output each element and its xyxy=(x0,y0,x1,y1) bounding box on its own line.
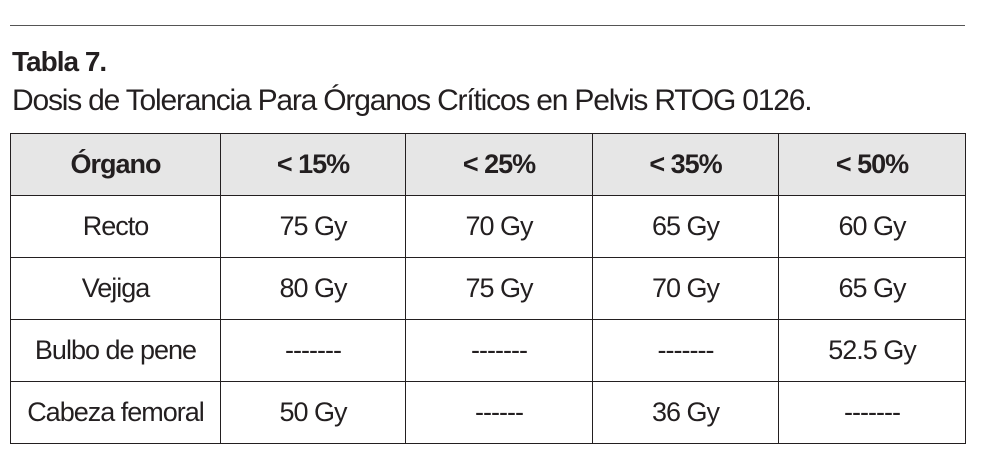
table-row: Vejiga 80 Gy 75 Gy 70 Gy 65 Gy xyxy=(10,257,966,320)
table-cell: 80 Gy xyxy=(220,257,406,320)
table-cell: 75 Gy xyxy=(220,195,406,258)
table-cell: 65 Gy xyxy=(592,195,779,258)
dose-table: Órgano < 15% < 25% < 35% < 50% Recto 75 Gy 70 … xyxy=(10,133,966,444)
table-cell: Cabeza femoral xyxy=(10,381,221,444)
table-row: Bulbo de pene ------- ------- ------- 52.5 G… xyxy=(10,319,966,382)
table-cell: Bulbo de pene xyxy=(10,319,221,382)
table-cell: 70 Gy xyxy=(405,195,593,258)
table-cell: 70 Gy xyxy=(592,257,779,320)
column-header: < 15% xyxy=(220,133,406,196)
table-cell: ------- xyxy=(220,319,406,382)
column-header: < 25% xyxy=(405,133,593,196)
column-header: < 35% xyxy=(592,133,779,196)
table-cell: ------- xyxy=(778,381,966,444)
table-cell: ------- xyxy=(592,319,779,382)
column-header: < 50% xyxy=(778,133,966,196)
table-cell: 60 Gy xyxy=(778,195,966,258)
column-header: Órgano xyxy=(10,133,221,196)
table-cell: 65 Gy xyxy=(778,257,966,320)
table-cell: 50 Gy xyxy=(220,381,406,444)
table-cell: 52.5 Gy xyxy=(778,319,966,382)
table-title: Tabla 7. xyxy=(12,46,107,77)
table-cell: ------- xyxy=(405,319,593,382)
table-row: Cabeza femoral 50 Gy ------ 36 Gy ------- xyxy=(10,381,966,444)
table-cell: Vejiga xyxy=(10,257,221,320)
table-subtitle: Dosis de Tolerancia Para Órganos Crítico… xyxy=(12,84,813,117)
table-cell: 36 Gy xyxy=(592,381,779,444)
table-cell: 75 Gy xyxy=(405,257,593,320)
header-row: Órgano < 15% < 25% < 35% < 50% xyxy=(10,133,966,196)
table-row: Recto 75 Gy 70 Gy 65 Gy 60 Gy xyxy=(10,195,966,258)
table-cell: ------ xyxy=(405,381,593,444)
table-cell: Recto xyxy=(10,195,221,258)
top-rule xyxy=(10,25,965,26)
table-body: Recto 75 Gy 70 Gy 65 Gy 60 Gy Vejiga 80 Gy 75 G… xyxy=(10,195,966,444)
